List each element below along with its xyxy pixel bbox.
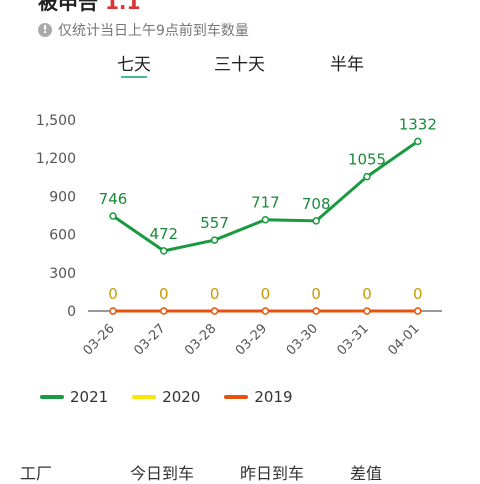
data-point-2019 bbox=[414, 307, 422, 315]
y-tick-label: 0 bbox=[67, 304, 76, 320]
legend-item-2019[interactable]: 2019 bbox=[224, 388, 293, 406]
x-tick-label: 03-29 bbox=[233, 321, 270, 358]
page-title: 被申告 1.1 bbox=[38, 0, 140, 15]
y-tick-label: 900 bbox=[49, 189, 76, 205]
data-label-zero: 0 bbox=[159, 285, 169, 303]
data-label-2021: 472 bbox=[149, 225, 178, 243]
data-point-2019 bbox=[363, 307, 371, 315]
data-point-2021 bbox=[312, 217, 320, 225]
data-label-2021: 746 bbox=[99, 190, 128, 208]
notice-bar: ! 仅统计当日上午9点前到车数量 bbox=[38, 20, 249, 40]
range-tabs: 七天 三十天 半年 bbox=[0, 54, 480, 84]
data-point-2021 bbox=[414, 137, 422, 146]
column-header-factory: 工厂 bbox=[20, 464, 53, 483]
data-point-2021 bbox=[261, 215, 270, 224]
tab-thirty-days[interactable]: 三十天 bbox=[214, 55, 265, 75]
data-label-2021: 557 bbox=[200, 214, 229, 232]
data-point-2019 bbox=[312, 307, 320, 315]
data-label-zero: 0 bbox=[311, 285, 321, 303]
info-icon: ! bbox=[38, 23, 52, 37]
data-point-2021 bbox=[210, 236, 219, 244]
x-tick-label: 03-27 bbox=[131, 321, 168, 358]
column-header-yesterday: 昨日到车 bbox=[240, 464, 305, 483]
x-tick-label: 03-28 bbox=[182, 321, 219, 358]
legend-label: 2020 bbox=[162, 388, 201, 406]
data-label-zero: 0 bbox=[108, 285, 118, 303]
data-point-2019 bbox=[160, 307, 168, 315]
data-label-zero: 0 bbox=[210, 285, 220, 303]
data-point-2021 bbox=[109, 212, 117, 220]
tab-seven-days[interactable]: 七天 bbox=[117, 54, 151, 80]
data-label-2021: 1332 bbox=[399, 115, 437, 133]
arrival-line-chart: 0 300 600 900 1,200 1,500 03-26 03-27 03-28 03-29… bbox=[36, 113, 442, 359]
column-header-today: 今日到车 bbox=[130, 464, 195, 483]
data-point-2019 bbox=[210, 307, 219, 315]
x-tick-label: 03-30 bbox=[284, 321, 321, 358]
page-title-accent: 1.1 bbox=[104, 0, 141, 14]
data-label-zero: 0 bbox=[413, 285, 423, 303]
tab-half-year[interactable]: 半年 bbox=[330, 55, 364, 75]
legend-item-2020[interactable]: 2020 bbox=[132, 388, 200, 406]
x-tick-label: 03-31 bbox=[335, 321, 372, 358]
data-point-2021 bbox=[363, 172, 371, 181]
legend-swatch bbox=[40, 395, 64, 399]
legend-label: 2019 bbox=[254, 388, 293, 406]
y-tick-label: 600 bbox=[49, 228, 76, 244]
legend-item-2021[interactable]: 2021 bbox=[40, 388, 108, 406]
data-label-2021: 717 bbox=[251, 194, 280, 212]
chart-legend: 2021 2020 2019 bbox=[40, 388, 293, 406]
y-tick-label: 300 bbox=[49, 266, 76, 282]
data-label-2021: 1055 bbox=[348, 151, 386, 169]
data-point-2019 bbox=[109, 307, 117, 315]
y-tick-label: 1,500 bbox=[36, 113, 76, 129]
data-point-2021 bbox=[160, 247, 168, 255]
table-header-row: 工厂 今日到车 昨日到车 差值 bbox=[0, 460, 480, 484]
column-header-diff: 差值 bbox=[350, 464, 383, 483]
x-tick-label: 04-01 bbox=[385, 321, 422, 358]
x-tick-label: 03-26 bbox=[81, 321, 118, 358]
legend-swatch bbox=[224, 395, 249, 399]
legend-label: 2021 bbox=[70, 388, 109, 406]
page-title-text: 被申告 bbox=[38, 0, 98, 14]
data-label-zero: 0 bbox=[362, 285, 372, 303]
notice-text: 仅统计当日上午9点前到车数量 bbox=[58, 23, 249, 39]
y-tick-label: 1,200 bbox=[36, 151, 76, 167]
data-label-zero: 0 bbox=[261, 285, 271, 303]
data-label-2021: 708 bbox=[302, 195, 331, 213]
legend-swatch bbox=[132, 395, 157, 399]
data-point-2019 bbox=[261, 307, 270, 315]
